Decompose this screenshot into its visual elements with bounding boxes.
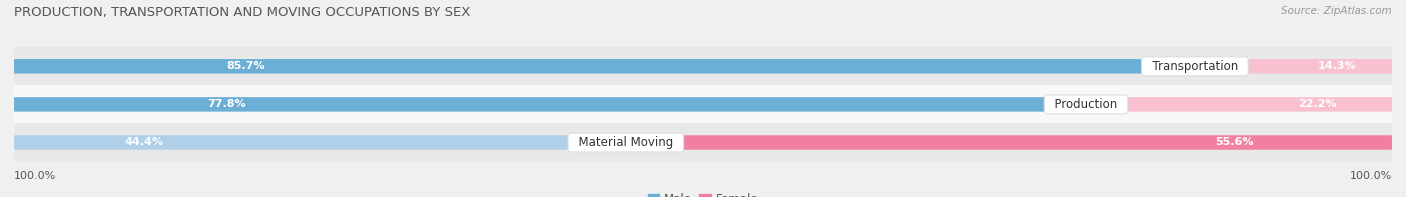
Text: 100.0%: 100.0% [1350, 171, 1392, 181]
Text: 85.7%: 85.7% [226, 61, 266, 71]
Text: Material Moving: Material Moving [571, 136, 681, 149]
Bar [14, 85, 1392, 124]
Bar [14, 124, 1392, 162]
Text: 14.3%: 14.3% [1317, 61, 1357, 71]
Text: Source: ZipAtlas.com: Source: ZipAtlas.com [1281, 6, 1392, 16]
Text: 55.6%: 55.6% [1216, 138, 1254, 148]
Text: PRODUCTION, TRANSPORTATION AND MOVING OCCUPATIONS BY SEX: PRODUCTION, TRANSPORTATION AND MOVING OC… [14, 6, 471, 19]
FancyBboxPatch shape [14, 135, 626, 150]
Text: 22.2%: 22.2% [1298, 99, 1337, 109]
Text: Production: Production [1047, 98, 1125, 111]
Text: 100.0%: 100.0% [14, 171, 56, 181]
Text: 44.4%: 44.4% [124, 138, 163, 148]
FancyBboxPatch shape [1085, 97, 1392, 112]
Bar [14, 47, 1392, 85]
Text: Transportation: Transportation [1144, 60, 1246, 73]
FancyBboxPatch shape [14, 59, 1195, 73]
Text: 77.8%: 77.8% [207, 99, 246, 109]
FancyBboxPatch shape [1195, 59, 1392, 73]
Legend: Male, Female: Male, Female [648, 193, 758, 197]
FancyBboxPatch shape [14, 97, 1085, 112]
FancyBboxPatch shape [626, 135, 1392, 150]
